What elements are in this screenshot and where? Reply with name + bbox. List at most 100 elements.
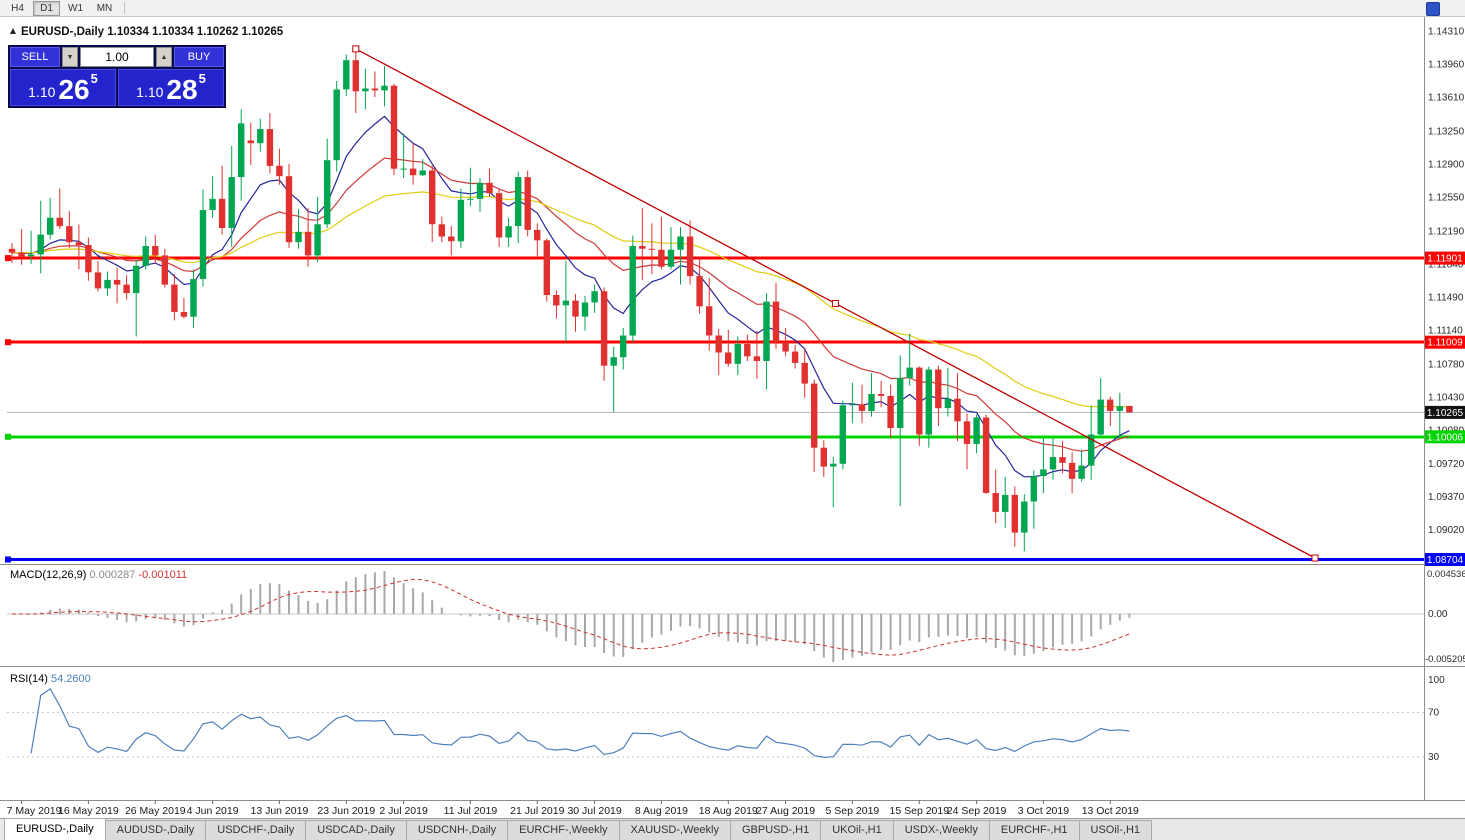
candle-body [27,254,35,257]
candle-body [314,224,321,256]
candle-body [1116,406,1123,411]
candle-body [400,168,407,170]
timeframe-button-mn[interactable]: MN [91,1,118,16]
candle-body [56,217,63,227]
chart-tab-eurchf-h1[interactable]: EURCHF-,H1 [988,820,1080,840]
candle-body [37,234,44,255]
candle-body [811,383,818,448]
candle-body [916,367,923,435]
sell-button[interactable]: SELL [10,47,60,67]
sell-price-button[interactable]: 1.10 26 5 [10,69,116,106]
window-icon[interactable] [1426,2,1440,16]
candle-body [1030,476,1037,502]
chart-tab-usoil-h1[interactable]: USOil-,H1 [1078,820,1153,840]
hline-anchor[interactable] [5,556,11,563]
price-axis-label: 1.09020 [1428,525,1465,536]
timeframe-button-h4[interactable]: H4 [4,1,31,16]
chart-background[interactable] [0,17,1465,818]
chart-tab-eurchf-weekly[interactable]: EURCHF-,Weekly [507,820,620,840]
volume-increase-button[interactable]: ▲ [156,47,172,67]
buy-button[interactable]: BUY [174,47,224,67]
candle-body [113,279,121,285]
toolbar-separator [124,2,125,14]
trendline-handle[interactable] [831,300,839,307]
candle-body [973,417,980,444]
candle-body [362,88,369,92]
chart-tab-gbpusd-h1[interactable]: GBPUSD-,H1 [729,820,822,840]
rsi-line [30,688,1130,759]
candle-body [171,284,178,312]
price-axis-flag-label: 1.08704 [1427,555,1464,566]
chart-tab-ukoil-h1[interactable]: UKOil-,H1 [820,820,894,840]
price-axis-flag-label: 1.10265 [1427,408,1464,419]
candle-body [639,246,646,249]
candle-body [963,421,971,444]
candle-body [763,301,770,361]
hline-anchor[interactable] [5,255,11,262]
candle-body [935,369,942,409]
chart-tab-xauusd-weekly[interactable]: XAUUSD-,Weekly [618,820,731,840]
candle-body [524,177,531,230]
candle-body [801,362,808,384]
chart-tab-eurusd-daily[interactable]: EURUSD-,Daily [4,818,106,840]
chart-tab-usdchf-daily[interactable]: USDCHF-,Daily [205,820,307,840]
price-axis-label: 1.11490 [1428,292,1464,303]
timeframe-button-d1[interactable]: D1 [33,0,60,16]
candle-body [753,356,761,361]
candle-body [209,198,216,211]
chart-tab-usdx-weekly[interactable]: USDX-,Weekly [892,820,990,840]
candle-body [228,177,235,228]
volume-decrease-button[interactable]: ▼ [62,47,78,67]
timeframe-button-w1[interactable]: W1 [62,1,89,16]
candle-body [75,242,83,245]
price-axis-label: 1.12900 [1428,159,1465,170]
rsi-axis-label: 70 [1428,707,1440,718]
candle-body [257,129,264,144]
candle-body [199,210,207,279]
buy-price-big: 28 [166,74,198,106]
candle-body [190,279,197,317]
date-axis-label: 7 May 2019 [7,805,62,817]
candle-body [123,284,130,294]
chart-tab-usdcad-daily[interactable]: USDCAD-,Daily [305,820,407,840]
candle-body [247,140,254,144]
hline-anchor[interactable] [5,433,11,440]
candle-body [906,367,913,378]
candle-body [381,85,388,91]
candle-body [667,249,675,267]
sell-price-point: 5 [90,71,98,86]
candle-body [715,335,722,353]
price-axis-flag [1425,405,1465,419]
chart-tab-usdcnh-daily[interactable]: USDCNH-,Daily [405,820,509,840]
price-axis-label: 1.13610 [1428,93,1465,104]
candle-body [505,226,512,238]
candle-body [725,352,732,364]
candle-body [238,123,245,178]
candle-body [133,265,140,294]
candle-body [620,335,627,358]
candle-body [515,177,522,227]
buy-price-button[interactable]: 1.10 28 5 [118,69,224,106]
price-axis-label: 1.11140 [1428,325,1463,336]
price-axis-flag [1425,335,1465,349]
trendline-handle[interactable] [1311,554,1319,562]
volume-input[interactable] [80,47,154,67]
price-axis-label: 1.13960 [1428,60,1465,71]
candle-body [1078,465,1085,479]
price-axis-flag-label: 1.11901 [1427,254,1463,265]
candle-body [333,89,340,161]
hline-anchor[interactable] [5,339,11,346]
candle-body [295,231,302,243]
moving-average-21 [11,157,1130,452]
chart-tab-audusd-daily[interactable]: AUDUSD-,Daily [104,820,207,840]
candle-body [1049,457,1057,470]
buy-price-point: 5 [198,71,206,86]
candle-body [448,236,455,242]
trendline-handle[interactable] [352,45,360,53]
candle-body [371,88,379,91]
price-axis-flag [1425,553,1465,566]
date-axis-label: 16 May 2019 [58,805,119,817]
candle-body [161,255,168,285]
candle-body [648,248,655,250]
price-chart-canvas[interactable]: 1.14310 1.13960 1.13610 1.13250 1.12900 1.125… [0,17,1465,818]
